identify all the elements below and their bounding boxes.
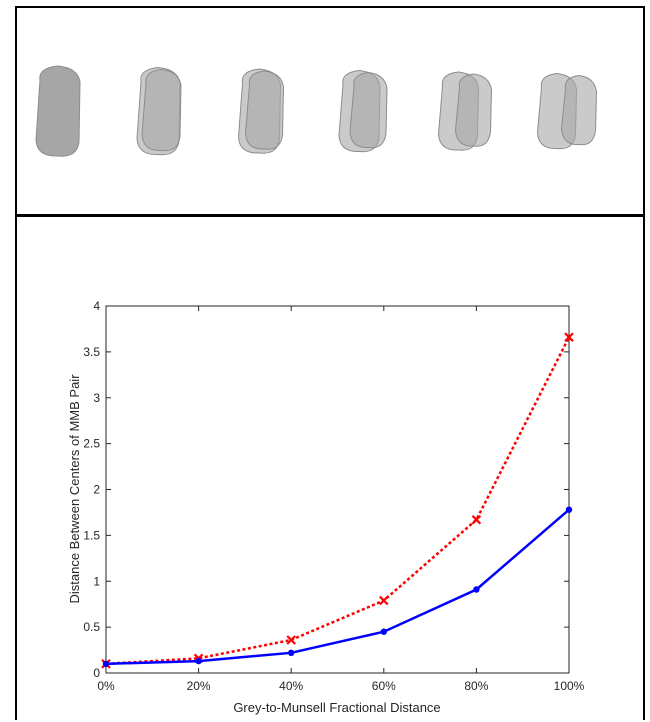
x-tick-label: 100% bbox=[554, 679, 585, 693]
x-tick-label: 40% bbox=[279, 679, 303, 693]
data-point-x-marker bbox=[286, 635, 296, 645]
mmb-shape-6 bbox=[536, 72, 598, 150]
y-tick-label: 3 bbox=[93, 391, 100, 405]
mmb-shape-5 bbox=[437, 71, 493, 151]
x-tick-label: 80% bbox=[464, 679, 488, 693]
y-tick-label: 1.5 bbox=[83, 528, 100, 542]
x-tick-label: 0% bbox=[97, 679, 115, 693]
y-tick-label: 0 bbox=[93, 666, 100, 680]
data-point-x-marker bbox=[379, 595, 389, 606]
data-point-dot-marker bbox=[195, 657, 202, 665]
shapes-panel bbox=[15, 6, 645, 216]
x-tick-label: 20% bbox=[187, 679, 211, 693]
series-line-1 bbox=[105, 336, 571, 666]
y-tick-label: 1 bbox=[93, 574, 100, 588]
data-point-dot-marker bbox=[380, 628, 387, 635]
mmb-shape-4 bbox=[338, 69, 388, 153]
mmb-shape-3 bbox=[237, 68, 285, 154]
y-tick-label: 2.5 bbox=[83, 437, 100, 451]
data-point-dot-marker bbox=[473, 586, 480, 593]
shapes-row bbox=[35, 65, 598, 157]
data-point-dot-marker bbox=[288, 649, 295, 657]
mmb-shape-2 bbox=[136, 66, 182, 156]
chart-panel: 0 0.5 1 1.5 2 2.5 3 3.5 4 0% 20% 40% 60% 80% 100% Gre… bbox=[15, 215, 645, 720]
data-point-dot-marker bbox=[565, 506, 573, 513]
plot-area bbox=[105, 305, 570, 674]
data-point-x-marker bbox=[471, 514, 482, 525]
series-line-2 bbox=[105, 508, 570, 666]
data-point-x-marker bbox=[564, 332, 574, 342]
y-tick-label: 4 bbox=[93, 299, 100, 313]
mmb-shape-1 bbox=[35, 65, 81, 157]
data-point-dot-marker bbox=[102, 660, 110, 668]
line-chart: 0 0.5 1 1.5 2 2.5 3 3.5 4 0% 20% 40% 60% 80% 100% Gre… bbox=[67, 299, 585, 715]
y-tick-label: 0.5 bbox=[83, 620, 100, 634]
y-tick-label: 2 bbox=[93, 483, 100, 497]
x-axis-title: Grey-to-Munsell Fractional Distance bbox=[233, 700, 440, 715]
x-tick-label: 60% bbox=[372, 679, 396, 693]
y-axis-title: Distance Between Centers of MMB Pair bbox=[67, 374, 82, 604]
y-tick-label: 3.5 bbox=[83, 345, 100, 359]
